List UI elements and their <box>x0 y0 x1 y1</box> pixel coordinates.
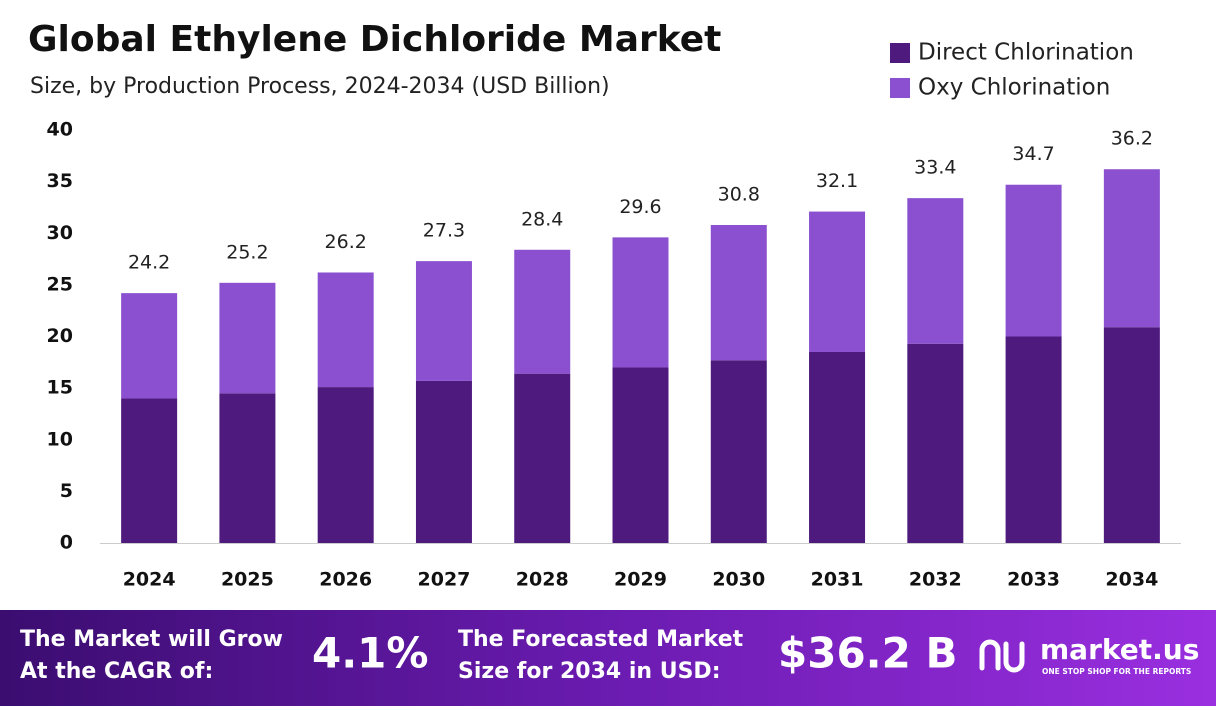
x-tick-label: 2031 <box>811 569 864 591</box>
bar-segment <box>710 360 767 543</box>
x-tick-label: 2034 <box>1105 569 1158 591</box>
bar-segment <box>1103 327 1160 543</box>
x-tick-label: 2033 <box>1007 569 1060 591</box>
total-label: 25.2 <box>226 241 268 263</box>
total-label: 34.7 <box>1012 143 1054 165</box>
bar-segment <box>121 293 178 399</box>
bar-segment <box>219 393 276 543</box>
total-label: 32.1 <box>816 170 858 192</box>
bar-segment <box>710 224 767 361</box>
total-label: 33.4 <box>914 157 956 179</box>
footer-value: 4.1% <box>312 629 428 678</box>
x-tick-label: 2028 <box>516 569 569 591</box>
footer-label: At the CAGR of: <box>20 659 213 684</box>
y-tick-label: 40 <box>47 119 73 141</box>
footer-label: The Market will Grow <box>20 627 283 652</box>
bar-segment <box>121 398 178 543</box>
bar-segment <box>809 211 866 352</box>
bar-segment <box>612 237 669 368</box>
bar-segment <box>612 367 669 543</box>
y-tick-label: 15 <box>47 377 73 399</box>
legend-label: Direct Chlorination <box>918 40 1134 66</box>
x-tick-label: 2029 <box>614 569 667 591</box>
footer-band <box>0 610 1216 706</box>
bar-segment <box>907 198 964 344</box>
brand-tagline: ONE STOP SHOP FOR THE REPORTS <box>1042 667 1191 676</box>
brand-logo <box>979 639 1025 673</box>
footer-label: The Forecasted Market <box>458 627 744 652</box>
x-tick-label: 2030 <box>712 569 765 591</box>
x-tick-label: 2025 <box>221 569 274 591</box>
x-tick-label: 2024 <box>123 569 176 591</box>
bar-segment <box>415 261 472 381</box>
y-tick-label: 5 <box>60 480 73 502</box>
y-tick-label: 20 <box>47 325 73 347</box>
total-label: 24.2 <box>128 252 170 274</box>
total-label: 26.2 <box>325 231 367 253</box>
legend-swatch <box>890 78 910 98</box>
chart-subtitle: Size, by Production Process, 2024-2034 (… <box>30 74 610 99</box>
bar-segment <box>514 373 571 543</box>
chart-title: Global Ethylene Dichloride Market <box>28 19 721 60</box>
y-tick-label: 35 <box>47 170 73 192</box>
bar-segment <box>1005 184 1062 337</box>
bar-segment <box>809 351 866 543</box>
bar-segment <box>514 249 571 374</box>
footer-value: $36.2 B <box>778 629 957 678</box>
y-tick-label: 25 <box>47 273 73 295</box>
bar-segment <box>1103 169 1160 328</box>
bar-segment <box>907 343 964 543</box>
bar-segment <box>1005 336 1062 543</box>
total-label: 28.4 <box>521 208 563 230</box>
x-tick-label: 2026 <box>319 569 372 591</box>
bar-segment <box>317 272 374 388</box>
y-tick-label: 30 <box>47 222 73 244</box>
x-tick-label: 2027 <box>418 569 471 591</box>
legend-label: Oxy Chlorination <box>918 75 1110 101</box>
bar-segment <box>219 282 276 394</box>
brand-name: market.us <box>1040 633 1199 666</box>
footer-label: Size for 2034 in USD: <box>458 659 721 684</box>
bar-segment <box>415 380 472 543</box>
x-tick-label: 2032 <box>909 569 962 591</box>
total-label: 29.6 <box>619 196 661 218</box>
y-tick-label: 10 <box>47 428 73 450</box>
y-tick-label: 0 <box>60 532 73 554</box>
legend-swatch <box>890 43 910 63</box>
bar-segment <box>317 387 374 543</box>
total-label: 36.2 <box>1111 128 1153 150</box>
total-label: 27.3 <box>423 220 465 242</box>
total-label: 30.8 <box>718 183 760 205</box>
